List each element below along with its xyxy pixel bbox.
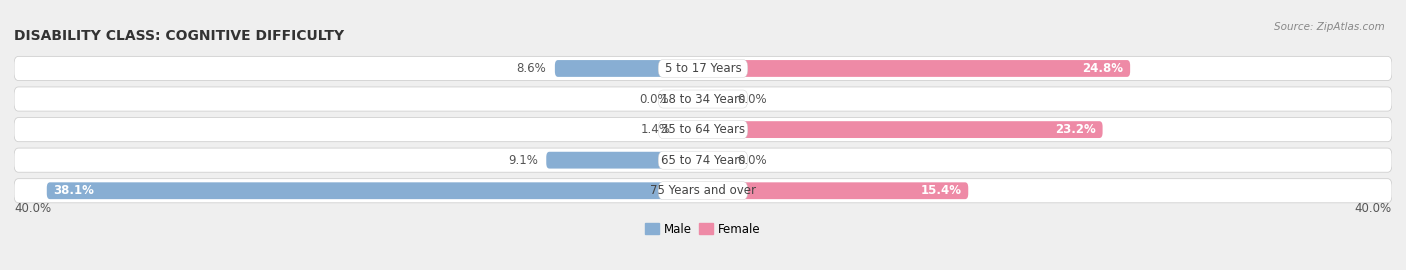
FancyBboxPatch shape [46,182,703,199]
FancyBboxPatch shape [14,87,1392,111]
FancyBboxPatch shape [555,60,703,77]
FancyBboxPatch shape [703,60,1130,77]
FancyBboxPatch shape [14,56,1392,80]
FancyBboxPatch shape [703,91,724,107]
Text: 40.0%: 40.0% [14,202,51,215]
Text: 65 to 74 Years: 65 to 74 Years [661,154,745,167]
FancyBboxPatch shape [679,121,703,138]
Text: 40.0%: 40.0% [1355,202,1392,215]
Text: 0.0%: 0.0% [738,154,768,167]
Text: 24.8%: 24.8% [1083,62,1123,75]
Text: 23.2%: 23.2% [1054,123,1095,136]
Text: 0.0%: 0.0% [638,93,669,106]
FancyBboxPatch shape [14,117,1392,142]
FancyBboxPatch shape [658,59,748,77]
Text: 5 to 17 Years: 5 to 17 Years [665,62,741,75]
FancyBboxPatch shape [703,121,1102,138]
Text: 38.1%: 38.1% [53,184,94,197]
FancyBboxPatch shape [14,179,1392,203]
Text: 0.0%: 0.0% [738,93,768,106]
FancyBboxPatch shape [547,152,703,168]
FancyBboxPatch shape [682,91,703,107]
FancyBboxPatch shape [658,151,748,169]
FancyBboxPatch shape [703,152,724,168]
FancyBboxPatch shape [658,90,748,108]
FancyBboxPatch shape [14,148,1392,172]
Text: 18 to 34 Years: 18 to 34 Years [661,93,745,106]
Text: 75 Years and over: 75 Years and over [650,184,756,197]
Legend: Male, Female: Male, Female [641,218,765,240]
Text: 1.4%: 1.4% [640,123,671,136]
Text: 9.1%: 9.1% [508,154,537,167]
Text: 35 to 64 Years: 35 to 64 Years [661,123,745,136]
Text: 15.4%: 15.4% [921,184,962,197]
Text: 8.6%: 8.6% [516,62,547,75]
FancyBboxPatch shape [658,121,748,139]
Text: Source: ZipAtlas.com: Source: ZipAtlas.com [1274,22,1385,32]
FancyBboxPatch shape [658,182,748,200]
FancyBboxPatch shape [703,182,969,199]
Text: DISABILITY CLASS: COGNITIVE DIFFICULTY: DISABILITY CLASS: COGNITIVE DIFFICULTY [14,29,344,43]
